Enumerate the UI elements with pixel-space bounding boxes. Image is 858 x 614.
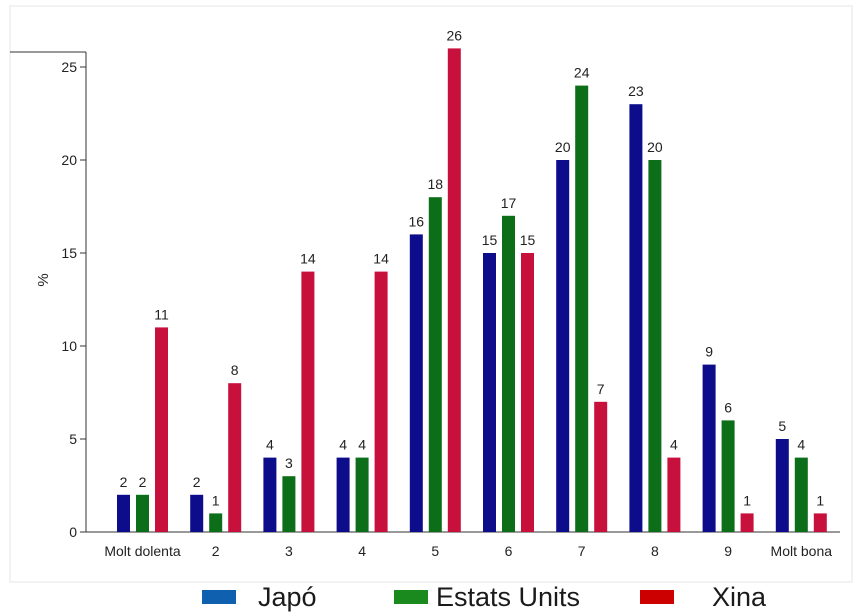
bar-value-label: 20 — [647, 139, 663, 155]
bar-value-label: 5 — [778, 418, 786, 434]
bar-value-label: 23 — [628, 83, 644, 99]
bar — [209, 513, 223, 532]
x-tick-label: Molt dolenta — [104, 543, 180, 559]
bar — [355, 457, 369, 532]
bar-value-label: 1 — [212, 492, 220, 508]
bar — [721, 420, 735, 532]
x-tick-label: 6 — [505, 543, 513, 559]
bar-value-label: 17 — [501, 195, 517, 211]
bar — [648, 160, 662, 532]
legend-item-estats-units: Estats Units — [394, 582, 580, 612]
bar-value-label: 2 — [193, 474, 201, 490]
bar — [117, 494, 130, 532]
bar-value-label: 4 — [339, 437, 347, 453]
bar — [190, 494, 204, 532]
bar — [228, 383, 242, 532]
bar — [336, 457, 350, 532]
bar — [428, 197, 442, 532]
bar-value-label: 4 — [266, 437, 274, 453]
bar — [301, 271, 315, 532]
bar-value-label: 4 — [358, 437, 366, 453]
bar-value-label: 6 — [724, 399, 732, 415]
bar-value-label: 18 — [428, 176, 444, 192]
bar — [521, 253, 534, 532]
bar-value-label: 16 — [409, 213, 425, 229]
bar-value-label: 1 — [743, 492, 751, 508]
bar — [502, 215, 515, 533]
bar — [447, 48, 461, 533]
bar — [136, 494, 149, 532]
legend-label-xina: Xina — [712, 582, 767, 612]
plot-frame — [9, 5, 853, 583]
x-tick-label: 9 — [724, 543, 732, 559]
y-tick-label: 5 — [69, 431, 77, 447]
legend-swatch-estats-units — [394, 590, 428, 604]
y-axis-label: % — [35, 273, 52, 286]
bar — [483, 253, 496, 532]
bar-value-label: 14 — [373, 251, 389, 267]
bar — [667, 457, 681, 532]
x-tick-label: 7 — [578, 543, 586, 559]
y-ticks: 0 5 10 15 20 25 — [61, 59, 86, 540]
x-tick-label: 3 — [285, 543, 293, 559]
legend-swatch-japo — [202, 590, 236, 604]
y-tick-label: 15 — [61, 245, 77, 261]
bar — [282, 476, 296, 532]
bar — [629, 104, 643, 532]
bar — [155, 327, 168, 532]
bar — [263, 457, 277, 532]
bar — [556, 160, 570, 532]
bar — [702, 364, 716, 532]
x-tick-labels: Molt dolenta 2 3 4 5 6 7 8 9 Molt bona — [104, 543, 832, 559]
bar-value-label: 11 — [154, 306, 169, 322]
x-tick-label: 2 — [212, 543, 220, 559]
y-tick-label: 0 — [69, 524, 77, 540]
y-tick-label: 20 — [61, 152, 77, 168]
bar — [594, 401, 608, 532]
bar — [740, 513, 754, 532]
bar-value-label: 8 — [231, 362, 239, 378]
legend: Japó Estats Units Xina — [0, 578, 858, 614]
bar-value-label: 3 — [285, 455, 293, 471]
bar-value-label: 2 — [120, 474, 128, 490]
bar — [813, 513, 827, 532]
legend-item-japo: Japó — [202, 582, 317, 612]
bar-value-label: 24 — [574, 65, 590, 81]
y-tick-label: 25 — [61, 59, 77, 75]
legend-swatch-xina — [640, 590, 674, 604]
bar-value-label: 1 — [816, 492, 824, 508]
bar-value-label: 14 — [300, 251, 316, 267]
legend-item-xina: Xina — [640, 582, 766, 612]
bar — [794, 457, 808, 532]
legend-label-estats-units: Estats Units — [436, 582, 581, 612]
bar-value-label: 4 — [797, 437, 805, 453]
bar-value-label: 26 — [447, 27, 463, 43]
bar-value-label: 15 — [482, 232, 498, 248]
legend-label-japo: Japó — [258, 582, 317, 612]
bar-value-label: 15 — [520, 232, 536, 248]
bar-value-label: 4 — [670, 437, 678, 453]
x-tick-label: 8 — [651, 543, 659, 559]
bar-value-label: 7 — [597, 381, 605, 397]
x-tick-label: 5 — [431, 543, 439, 559]
x-tick-label: 4 — [358, 543, 366, 559]
bar-value-label: 20 — [555, 139, 571, 155]
bar — [575, 85, 589, 532]
bar — [374, 271, 388, 532]
y-tick-label: 10 — [61, 338, 77, 354]
x-tick-label: Molt bona — [771, 543, 833, 559]
bar — [775, 439, 789, 532]
bar — [409, 234, 423, 532]
bar-value-label: 9 — [705, 344, 713, 360]
bar-value-label: 2 — [139, 474, 147, 490]
